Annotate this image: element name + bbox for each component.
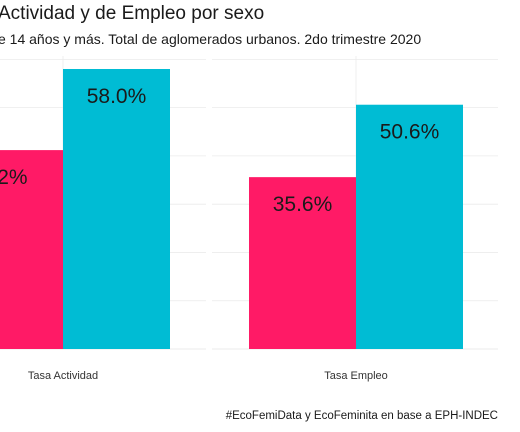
chart-title: Actividad y de Empleo por sexo — [0, 3, 265, 24]
x-tick-label-1: Tasa Empleo — [324, 370, 388, 382]
bars — [0, 69, 463, 349]
bar-labels: .2% 35.6% 58.0% 50.6% — [0, 85, 439, 216]
bar-0-0 — [0, 150, 63, 349]
chart-subtitle: e 14 años y más. Total de aglomerados ur… — [0, 31, 422, 47]
bar-0-1 — [63, 69, 170, 349]
bar-label-0-0: .2% — [0, 166, 28, 189]
bar-1-0 — [249, 177, 356, 349]
chart-caption: #EcoFemiData y EcoFeminita en base a EPH… — [225, 410, 498, 422]
x-tick-label-0: Tasa Actividad — [28, 370, 98, 382]
bar-label-1-0: 35.6% — [273, 193, 333, 216]
x-tick-labels: Tasa Actividad Tasa Empleo — [28, 370, 388, 382]
bar-label-0-1: 58.0% — [87, 85, 147, 108]
bar-1-1 — [356, 104, 463, 349]
bar-label-1-1: 50.6% — [380, 121, 440, 144]
